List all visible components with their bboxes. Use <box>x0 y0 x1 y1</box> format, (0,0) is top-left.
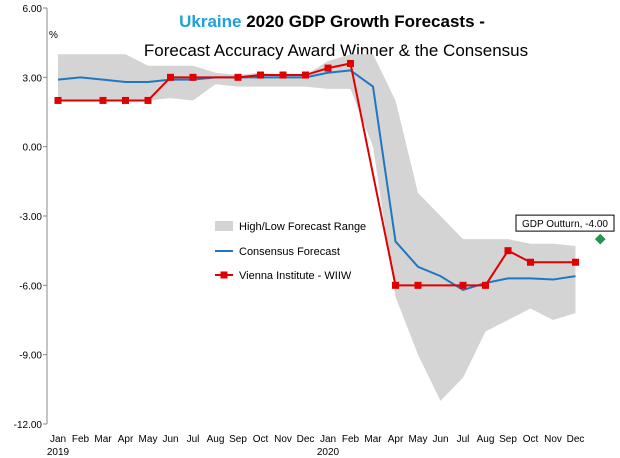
series-marker <box>504 247 512 255</box>
x-tick-label: Jan <box>50 434 66 445</box>
y-tick-label: -3.00 <box>19 212 42 223</box>
series-marker <box>54 96 62 104</box>
x-year-label: 2019 <box>47 447 70 458</box>
series-marker <box>167 73 174 81</box>
chart-title-rest: 2020 GDP Growth Forecasts - <box>241 12 484 31</box>
y-axis-label: % <box>49 30 58 41</box>
series-marker <box>189 73 197 81</box>
x-tick-label: May <box>139 434 158 445</box>
x-tick-label: Apr <box>388 434 404 445</box>
series-marker <box>257 71 264 79</box>
x-tick-label: Sep <box>229 434 247 445</box>
x-tick-label: Mar <box>94 434 112 445</box>
x-tick-label: Oct <box>523 434 539 445</box>
y-tick-label: 3.00 <box>23 73 43 84</box>
series-marker <box>99 96 107 104</box>
series-marker <box>302 71 309 79</box>
series-marker <box>234 73 242 81</box>
series-marker <box>392 281 399 289</box>
x-tick-label: Mar <box>364 434 382 445</box>
legend-label: Consensus Forecast <box>239 246 340 258</box>
x-tick-label: Jul <box>457 434 470 445</box>
x-tick-label: Aug <box>207 434 225 445</box>
x-tick-label: May <box>409 434 428 445</box>
x-year-label: 2020 <box>317 447 340 458</box>
x-tick-label: Dec <box>297 434 315 445</box>
series-marker <box>324 64 332 72</box>
series-marker <box>279 71 287 79</box>
x-tick-label: Nov <box>274 434 292 445</box>
chart-title: Ukraine 2020 GDP Growth Forecasts - <box>179 12 485 31</box>
high-low-range-band <box>58 54 576 401</box>
x-tick-label: Jun <box>162 434 178 445</box>
series-marker <box>527 258 534 266</box>
x-tick-label: Oct <box>253 434 269 445</box>
y-tick-label: -12.00 <box>14 420 43 431</box>
x-tick-label: Feb <box>72 434 90 445</box>
y-tick-label: 0.00 <box>23 143 43 154</box>
legend-swatch-marker <box>220 271 228 279</box>
series-marker <box>122 96 129 104</box>
series-marker <box>144 96 152 104</box>
legend-label: Vienna Institute - WIIW <box>239 270 352 282</box>
series-line <box>57 69 576 292</box>
series-marker <box>414 281 422 289</box>
x-tick-label: Nov <box>544 434 562 445</box>
x-tick-label: Dec <box>567 434 585 445</box>
legend-label: High/Low Forecast Range <box>239 221 366 233</box>
series-marker <box>347 59 354 67</box>
plot-area: 6.00 3.00 0.00 -3.00 -6.00 -9.00 -12.00 Jan Feb M… <box>14 4 615 458</box>
chart-subtitle: Forecast Accuracy Award Winner & the Con… <box>144 41 528 60</box>
chart-title-highlight: Ukraine <box>179 12 241 31</box>
y-tick-label: -9.00 <box>19 351 42 362</box>
x-tick-label: Sep <box>499 434 517 445</box>
x-tick-label: Feb <box>342 434 360 445</box>
gdp-outturn-label: GDP Outturn, -4.00 <box>522 219 608 230</box>
legend: High/Low Forecast Range Consensus Forecas… <box>215 221 366 282</box>
x-tick-label: Aug <box>477 434 495 445</box>
y-tick-label: -6.00 <box>19 281 42 292</box>
y-tick-label: 6.00 <box>23 4 43 15</box>
x-tick-label: Jul <box>187 434 200 445</box>
gdp-outturn-marker <box>594 233 606 245</box>
series-marker <box>572 258 579 266</box>
x-tick-label: Jan <box>320 434 336 445</box>
legend-swatch-range <box>215 221 233 231</box>
x-tick-label: Apr <box>118 434 134 445</box>
series-marker <box>459 281 467 289</box>
x-tick-label: Jun <box>432 434 448 445</box>
series-marker <box>482 281 489 289</box>
gdp-outturn-label-box <box>515 214 615 232</box>
